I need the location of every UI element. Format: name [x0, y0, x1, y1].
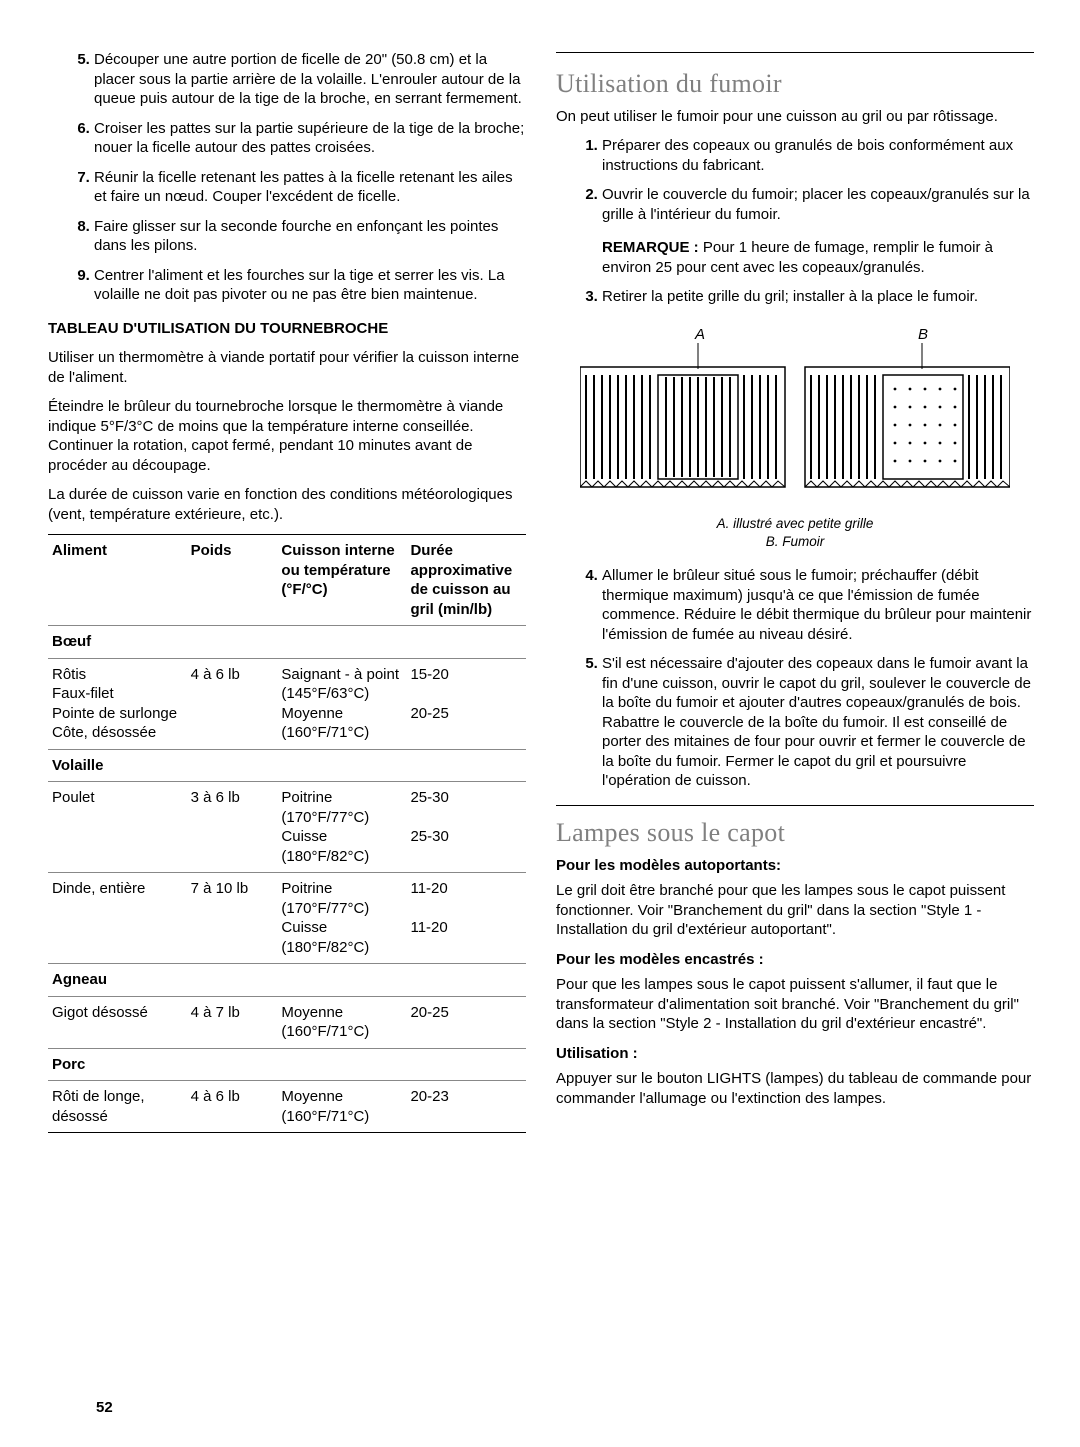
table-cell [406, 1048, 526, 1081]
table-row: Rôti de longe, désossé4 à 6 lbMoyenne (1… [48, 1081, 526, 1133]
sub-autoportants: Pour les modèles autoportants: [556, 856, 1034, 876]
sub-utilisation: Utilisation : [556, 1044, 1034, 1064]
table-cell: 4 à 7 lb [187, 996, 278, 1048]
table-cell [406, 749, 526, 782]
table-cell [187, 749, 278, 782]
sub-encastres: Pour les modèles encastrés : [556, 950, 1034, 970]
table-header: Aliment [48, 535, 187, 626]
instruction-step: Faire glisser sur la seconde fourche en … [94, 217, 526, 256]
table-cell [406, 626, 526, 659]
divider [556, 52, 1034, 53]
table-cell: 11-20 11-20 [406, 873, 526, 964]
fumoir-steps-3: Allumer le brûleur situé sous le fumoir;… [556, 566, 1034, 791]
table-cell: 25-30 25-30 [406, 782, 526, 873]
remark: REMARQUE : Pour 1 heure de fumage, rempl… [556, 238, 1034, 277]
fumoir-steps-1: Préparer des copeaux ou granulés de bois… [556, 136, 1034, 224]
p-encastres: Pour que les lampes sous le capot puisse… [556, 975, 1034, 1034]
instruction-step: Découper une autre portion de ficelle de… [94, 50, 526, 109]
grill-diagram: A B [556, 325, 1034, 506]
table-cell: Porc [48, 1048, 187, 1081]
diagram-caption: A. illustré avec petite grille B. Fumoir [556, 515, 1034, 550]
instruction-step: S'il est nécessaire d'ajouter des copeau… [602, 654, 1034, 791]
instruction-step: Ouvrir le couvercle du fumoir; placer le… [602, 185, 1034, 224]
p-autoportants: Le gril doit être branché pour que les l… [556, 881, 1034, 940]
para-duration: La durée de cuisson varie en fonction de… [48, 485, 526, 524]
table-cell: 4 à 6 lb [187, 1081, 278, 1133]
table-heading: TABLEAU D'UTILISATION DU TOURNEBROCHE [48, 319, 526, 339]
page-number: 52 [96, 1398, 113, 1418]
table-row: Volaille [48, 749, 526, 782]
table-cell [277, 964, 406, 997]
table-row: Gigot désossé4 à 7 lbMoyenne (160°F/71°C… [48, 996, 526, 1048]
instruction-step: Retirer la petite grille du gril; instal… [602, 287, 1034, 307]
instruction-step: Allumer le brûleur situé sous le fumoir;… [602, 566, 1034, 644]
table-row: Agneau [48, 964, 526, 997]
table-cell: Agneau [48, 964, 187, 997]
table-cell [277, 626, 406, 659]
table-cell: Moyenne (160°F/71°C) [277, 996, 406, 1048]
table-cell: Bœuf [48, 626, 187, 659]
table-cell: 7 à 10 lb [187, 873, 278, 964]
right-column: Utilisation du fumoir On peut utiliser l… [556, 50, 1034, 1133]
label-a: A [694, 326, 705, 343]
remark-label: REMARQUE : [602, 239, 699, 256]
cooking-table: AlimentPoidsCuisson interne ou températu… [48, 534, 526, 1133]
table-cell [187, 1048, 278, 1081]
fumoir-intro: On peut utiliser le fumoir pour une cuis… [556, 107, 1034, 127]
table-header: Poids [187, 535, 278, 626]
table-cell: Rôtis Faux-filet Pointe de surlonge Côte… [48, 658, 187, 749]
table-header: Durée approxima­tive de cuisson au gril … [406, 535, 526, 626]
table-row: Dinde, entière7 à 10 lbPoitrine (170°F/7… [48, 873, 526, 964]
instruction-step: Réunir la ficelle retenant les pattes à … [94, 168, 526, 207]
table-row: Porc [48, 1048, 526, 1081]
heading-lampes: Lampes sous le capot [556, 816, 1034, 850]
instruction-step: Préparer des copeaux ou granulés de bois… [602, 136, 1034, 175]
table-cell: 3 à 6 lb [187, 782, 278, 873]
table-cell: Moyenne (160°F/71°C) [277, 1081, 406, 1133]
rotisserie-steps: Découper une autre portion de ficelle de… [48, 50, 526, 305]
table-cell: Gigot désossé [48, 996, 187, 1048]
table-row: Rôtis Faux-filet Pointe de surlonge Côte… [48, 658, 526, 749]
table-cell: 15-20 20-25 [406, 658, 526, 749]
heading-fumoir: Utilisation du fumoir [556, 67, 1034, 101]
instruction-step: Centrer l'aliment et les fourches sur la… [94, 266, 526, 305]
table-row: Poulet3 à 6 lbPoitrine (170°F/77°C) Cuis… [48, 782, 526, 873]
divider [556, 805, 1034, 806]
fumoir-steps-2: Retirer la petite grille du gril; instal… [556, 287, 1034, 307]
table-cell: Dinde, entière [48, 873, 187, 964]
left-column: Découper une autre portion de ficelle de… [48, 50, 526, 1133]
label-b: B [918, 326, 928, 343]
table-cell: 20-25 [406, 996, 526, 1048]
table-cell [406, 964, 526, 997]
table-cell [187, 626, 278, 659]
para-thermometer: Utiliser un thermomètre à viande portati… [48, 348, 526, 387]
instruction-step: Croiser les pattes sur la partie supérie… [94, 119, 526, 158]
table-cell [187, 964, 278, 997]
table-cell: Volaille [48, 749, 187, 782]
table-cell: Poulet [48, 782, 187, 873]
table-cell: 4 à 6 lb [187, 658, 278, 749]
table-header: Cuisson interne ou température (°F/°C) [277, 535, 406, 626]
table-cell: Rôti de longe, désossé [48, 1081, 187, 1133]
table-cell: Poitrine (170°F/77°C) Cuisse (180°F/82°C… [277, 873, 406, 964]
p-utilisation: Appuyer sur le bouton LIGHTS (lampes) du… [556, 1069, 1034, 1108]
table-cell: 20-23 [406, 1081, 526, 1133]
table-cell [277, 1048, 406, 1081]
table-cell: Poitrine (170°F/77°C) Cuisse (180°F/82°C… [277, 782, 406, 873]
table-cell: Saignant - à point (145°F/63°C) Moyenne … [277, 658, 406, 749]
para-turnoff: Éteindre le brûleur du tournebroche lors… [48, 397, 526, 475]
table-cell [277, 749, 406, 782]
table-row: Bœuf [48, 626, 526, 659]
